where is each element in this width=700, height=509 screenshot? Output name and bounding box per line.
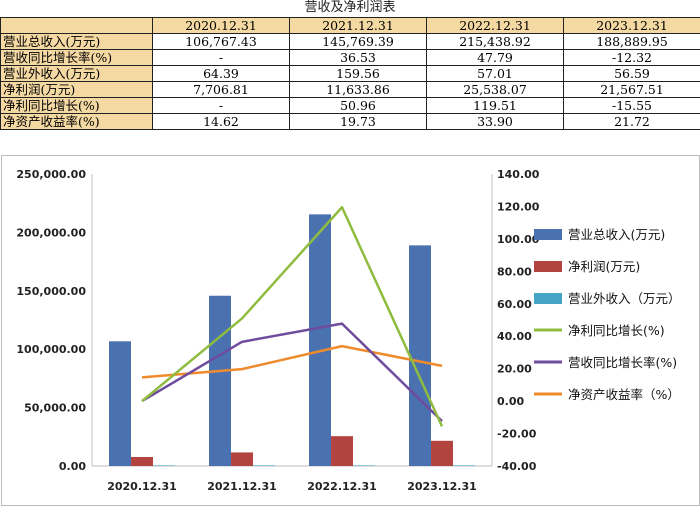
table-row: 营收同比增长率(%) - 36.53 47.79 -12.32 [1,50,700,66]
table-cell: 33.90 [427,114,564,130]
table-cell: 36.53 [290,50,427,66]
table-cell: 21,567.51 [564,82,700,98]
table-cell: 106,767.43 [153,34,290,50]
bar-revenue [409,245,431,466]
row-label: 净利同比增长(%) [1,98,153,114]
right-tick-label: 20.00 [497,363,532,376]
right-tick-label: -40.00 [497,460,537,473]
legend-label: 净利润(万元) [568,259,640,274]
x-tick-label: 2023.12.31 [407,480,477,493]
table-cell: - [153,98,290,114]
row-label: 营业总收入(万元) [1,34,153,50]
bar-revenue [209,296,231,466]
table-cell: 50.96 [290,98,427,114]
bar-non-operating-income [353,465,375,466]
table-header-row: 2020.12.31 2021.12.31 2022.12.31 2023.12… [1,18,700,34]
right-tick-label: 60.00 [497,298,532,311]
table-header-cell: 2022.12.31 [427,18,564,34]
table-cell: 119.51 [427,98,564,114]
bar-non-operating-income [153,465,175,466]
revenue-growth-line [142,324,442,422]
bar-revenue [309,214,331,466]
table-row: 营业总收入(万元) 106,767.43 145,769.39 215,438.… [1,34,700,50]
bar-net-profit [331,436,353,466]
row-label: 营业外收入(万元) [1,66,153,82]
table-header-cell [1,18,153,34]
legend-label: 净利同比增长(%) [568,323,665,338]
table-cell: 56.59 [564,66,700,82]
table-cell: -12.32 [564,50,700,66]
table-cell: 19.73 [290,114,427,130]
table-row: 净利润(万元) 7,706.81 11,633.86 25,538.07 21,… [1,82,700,98]
legend-swatch [534,293,562,304]
legend-swatch [534,229,562,240]
table-header-cell: 2020.12.31 [153,18,290,34]
right-tick-label: 120.00 [497,200,540,213]
bar-net-profit [431,441,453,466]
page-title: 营收及净利润表 [0,0,700,16]
legend-swatch [534,261,562,272]
row-label: 净资产收益率(%) [1,114,153,130]
x-tick-label: 2022.12.31 [307,480,377,493]
net-profit-growth-line [142,207,442,426]
table-cell: 21.72 [564,114,700,130]
combo-chart-panel: 0.00 50,000.00 100,000.00 150,000.00 200,000… [1,155,700,506]
left-tick-label: 100,000.00 [16,343,86,356]
table-row: 净资产收益率(%) 14.62 19.73 33.90 21.72 [1,114,700,130]
bar-non-operating-income [453,465,475,466]
right-tick-label: 80.00 [497,265,532,278]
x-tick-label: 2021.12.31 [207,480,277,493]
combo-chart: 0.00 50,000.00 100,000.00 150,000.00 200,000… [2,156,699,505]
right-tick-label: 100.00 [497,233,540,246]
table-cell: 14.62 [153,114,290,130]
right-tick-label: 140.00 [497,168,540,181]
bar-net-profit [231,452,253,466]
bar-revenue [109,341,131,466]
table-cell: -15.55 [564,98,700,114]
right-tick-label: -20.00 [497,428,537,441]
roe-line [142,346,442,377]
left-tick-label: 50,000.00 [24,402,86,415]
table-cell: 188,889.95 [564,34,700,50]
table-cell: 145,769.39 [290,34,427,50]
left-tick-label: 0.00 [59,460,86,473]
table-cell: 25,538.07 [427,82,564,98]
table-row: 营业外收入(万元) 64.39 159.56 57.01 56.59 [1,66,700,82]
bar-net-profit [131,457,153,466]
row-label: 营收同比增长率(%) [1,50,153,66]
x-tick-label: 2020.12.31 [107,480,177,493]
table-header-cell: 2023.12.31 [564,18,700,34]
legend-label: 净资产收益率（%） [568,387,680,402]
table-cell: 7,706.81 [153,82,290,98]
table-cell: 215,438.92 [427,34,564,50]
table-cell: 57.01 [427,66,564,82]
legend-label: 营业总收入(万元) [568,227,665,242]
left-tick-label: 150,000.00 [16,285,86,298]
table-row: 净利同比增长(%) - 50.96 119.51 -15.55 [1,98,700,114]
table-cell: - [153,50,290,66]
table-header-cell: 2021.12.31 [290,18,427,34]
legend-label: 营收同比增长率(%) [568,355,677,370]
financial-table: 2020.12.31 2021.12.31 2022.12.31 2023.12… [0,17,700,130]
legend-label: 营业外收入（万元） [568,291,681,306]
right-tick-label: 0.00 [497,395,524,408]
left-tick-label: 250,000.00 [16,168,86,181]
table-cell: 159.56 [290,66,427,82]
row-label: 净利润(万元) [1,82,153,98]
table-cell: 47.79 [427,50,564,66]
right-tick-label: 40.00 [497,330,532,343]
left-tick-label: 200,000.00 [16,226,86,239]
table-cell: 64.39 [153,66,290,82]
table-cell: 11,633.86 [290,82,427,98]
bar-non-operating-income [253,465,275,466]
